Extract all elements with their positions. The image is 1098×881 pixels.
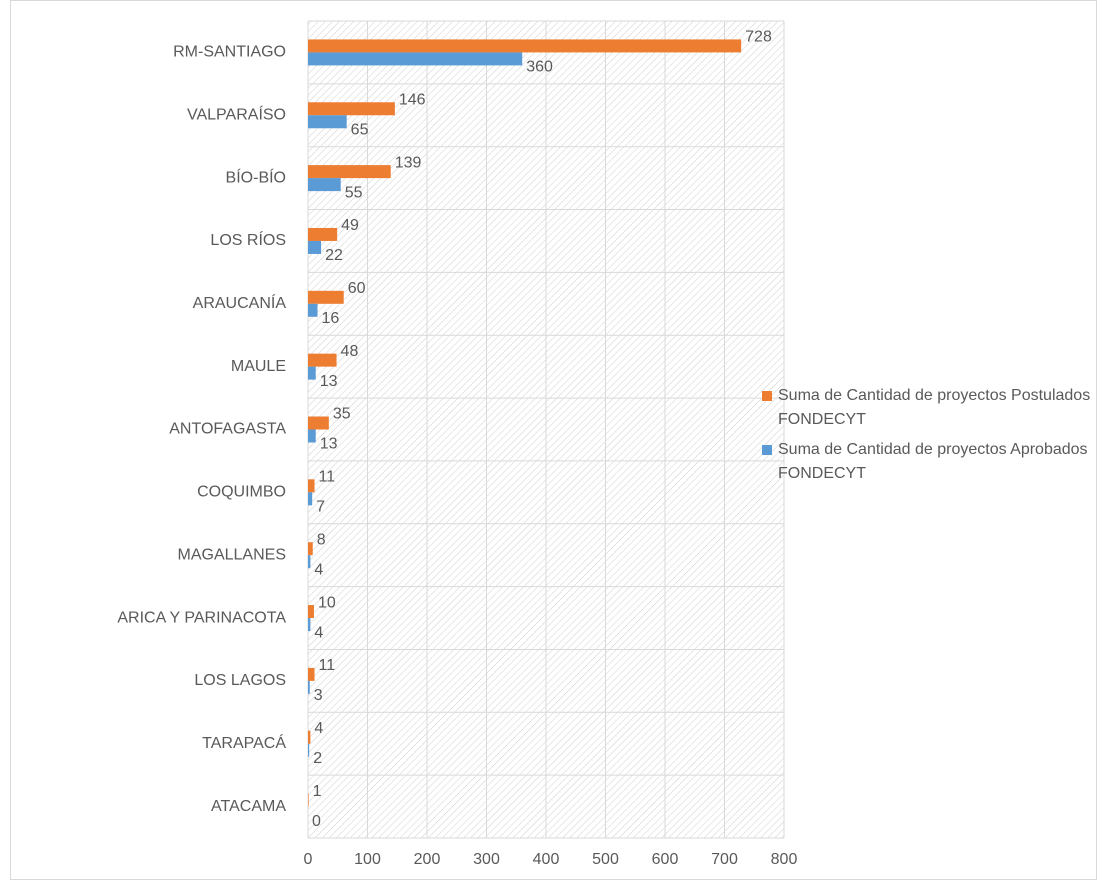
data-label: 65 — [351, 121, 369, 138]
data-label: 4 — [314, 624, 323, 641]
data-label: 35 — [333, 406, 351, 423]
data-label: 4 — [314, 561, 323, 578]
bar — [308, 178, 341, 192]
y-tick-label: COQUIMBO — [197, 484, 286, 501]
bar — [308, 743, 310, 757]
data-label: 11 — [319, 469, 336, 486]
legend-label: Suma de Cantidad de proyectos Aprobados … — [778, 441, 1092, 482]
bar — [308, 353, 337, 367]
bar — [308, 492, 313, 506]
bar — [308, 366, 316, 380]
x-tick-label: 700 — [711, 851, 738, 868]
data-label: 7 — [316, 499, 325, 516]
x-tick-label: 500 — [592, 851, 619, 868]
data-label: 22 — [325, 247, 343, 264]
bar — [308, 416, 329, 430]
x-tick-label: 0 — [304, 851, 313, 868]
bar — [308, 165, 391, 179]
bar — [308, 429, 316, 443]
data-label: 13 — [320, 436, 338, 453]
data-label: 4 — [314, 720, 323, 737]
x-tick-label: 300 — [473, 851, 500, 868]
x-tick-label: 200 — [414, 851, 441, 868]
bar — [308, 227, 338, 241]
y-tick-label: RM-SANTIAGO — [173, 44, 286, 61]
y-tick-label: ATACAMA — [211, 798, 286, 815]
data-label: 55 — [345, 184, 363, 201]
bar — [308, 730, 311, 744]
legend-item: Suma de Cantidad de proyectos Postulados… — [762, 384, 1092, 432]
x-tick-label: 400 — [533, 851, 560, 868]
data-label: 146 — [399, 91, 426, 108]
bar — [308, 542, 313, 556]
bar — [308, 290, 344, 304]
data-label: 13 — [320, 373, 338, 390]
bar — [308, 667, 315, 681]
data-label: 139 — [395, 154, 422, 171]
data-label: 728 — [745, 29, 772, 46]
bar — [308, 303, 318, 317]
data-label: 48 — [341, 343, 359, 360]
chart-border — [10, 0, 1097, 880]
y-tick-label: ARAUCANÍA — [193, 293, 287, 312]
legend-label: Suma de Cantidad de proyectos Postulados… — [778, 387, 1091, 428]
bar — [308, 680, 310, 694]
data-label: 3 — [314, 687, 323, 704]
bar — [308, 793, 309, 807]
legend-swatch — [762, 391, 772, 401]
y-tick-label: BÍO-BÍO — [226, 167, 286, 186]
bar — [308, 52, 523, 66]
data-label: 49 — [341, 217, 359, 234]
y-tick-label: ANTOFAGASTA — [169, 421, 286, 438]
data-label: 2 — [313, 750, 322, 767]
data-label: 60 — [348, 280, 366, 297]
legend-swatch — [762, 445, 772, 455]
y-tick-label: LOS RÍOS — [210, 230, 286, 249]
x-tick-label: 800 — [771, 851, 798, 868]
x-tick-label: 600 — [652, 851, 679, 868]
y-tick-label: VALPARAÍSO — [187, 104, 286, 123]
legend-item: Suma de Cantidad de proyectos Aprobados … — [762, 438, 1092, 486]
y-tick-label: MAGALLANES — [178, 546, 286, 563]
bar — [308, 102, 395, 116]
data-label: 16 — [322, 310, 340, 327]
data-label: 11 — [319, 657, 336, 674]
data-label: 8 — [317, 531, 326, 548]
bar — [308, 605, 314, 619]
bar — [308, 115, 347, 129]
bar — [308, 555, 311, 569]
bar — [308, 39, 742, 53]
y-tick-label: TARAPACÁ — [202, 733, 286, 752]
data-label: 360 — [526, 59, 553, 76]
bar — [308, 240, 322, 254]
y-tick-label: ARICA Y PARINACOTA — [117, 609, 286, 626]
y-tick-label: LOS LAGOS — [194, 672, 286, 689]
x-tick-label: 100 — [354, 851, 381, 868]
y-tick-label: MAULE — [231, 358, 286, 375]
data-label: 1 — [313, 783, 322, 800]
bar — [308, 618, 311, 632]
data-label: 10 — [318, 594, 336, 611]
bar — [308, 479, 315, 493]
data-label: 0 — [312, 813, 321, 830]
